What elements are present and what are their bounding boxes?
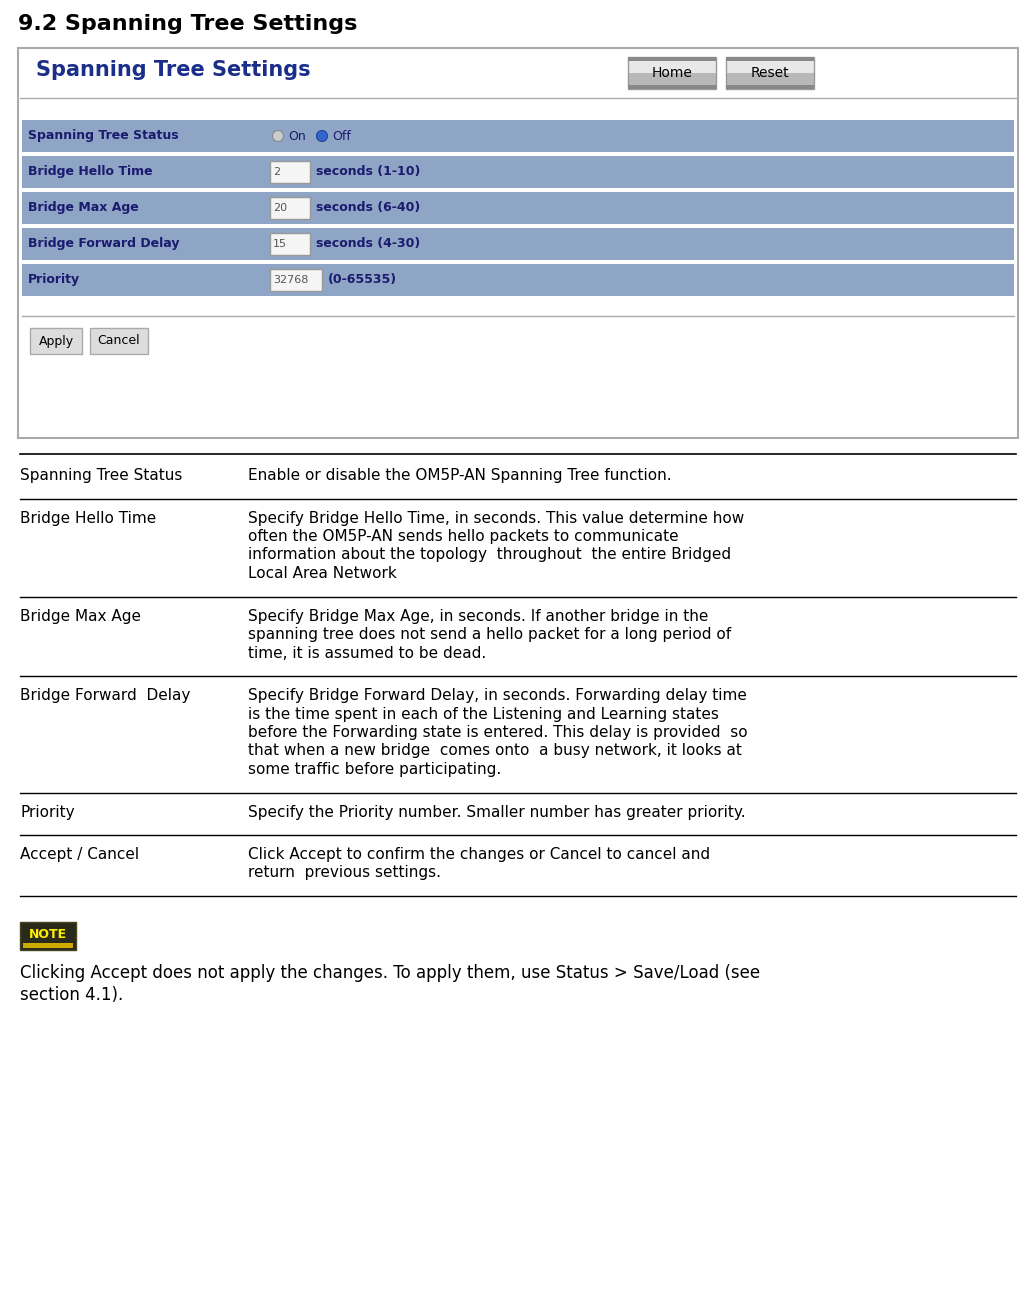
Text: Priority: Priority	[28, 273, 80, 286]
Text: that when a new bridge  comes onto  a busy network, it looks at: that when a new bridge comes onto a busy…	[248, 743, 742, 759]
Bar	[22, 264, 1014, 296]
Text: Spanning Tree Status: Spanning Tree Status	[20, 468, 182, 483]
Text: Cancel: Cancel	[97, 335, 140, 348]
Text: Priority: Priority	[20, 804, 75, 820]
Bar	[628, 58, 716, 73]
Text: Clicking Accept does not apply the changes. To apply them, use Status > Save/Loa: Clicking Accept does not apply the chang…	[20, 964, 760, 982]
Bar	[22, 156, 1014, 188]
Text: seconds (6-40): seconds (6-40)	[316, 201, 421, 215]
Text: Specify the Priority number. Smaller number has greater priority.: Specify the Priority number. Smaller num…	[248, 804, 746, 820]
Bar	[726, 85, 814, 89]
Bar	[270, 269, 322, 290]
Text: often the OM5P-AN sends hello packets to communicate: often the OM5P-AN sends hello packets to…	[248, 528, 679, 544]
Text: Specify Bridge Max Age, in seconds. If another bridge in the: Specify Bridge Max Age, in seconds. If a…	[248, 608, 709, 624]
Bar	[726, 58, 814, 73]
Bar	[270, 161, 310, 183]
Text: Bridge Forward Delay: Bridge Forward Delay	[28, 238, 179, 251]
Text: section 4.1).: section 4.1).	[20, 986, 123, 1005]
Text: On: On	[288, 129, 306, 143]
Text: NOTE: NOTE	[29, 927, 67, 940]
Text: Bridge Hello Time: Bridge Hello Time	[28, 166, 152, 178]
Text: Bridge Hello Time: Bridge Hello Time	[20, 510, 156, 526]
Bar	[22, 228, 1014, 260]
Text: 9.2 Spanning Tree Settings: 9.2 Spanning Tree Settings	[18, 14, 357, 34]
Text: Bridge Max Age: Bridge Max Age	[20, 608, 141, 624]
Text: seconds (1-10): seconds (1-10)	[316, 166, 421, 178]
Text: Click Accept to confirm the changes or Cancel to cancel and: Click Accept to confirm the changes or C…	[248, 848, 710, 862]
Bar	[726, 58, 814, 89]
Bar	[18, 48, 1018, 438]
Text: information about the topology  throughout  the entire Bridged: information about the topology throughou…	[248, 548, 731, 562]
Bar	[30, 328, 82, 354]
Text: time, it is assumed to be dead.: time, it is assumed to be dead.	[248, 646, 486, 661]
Text: Home: Home	[652, 65, 692, 80]
Text: Off: Off	[332, 129, 351, 143]
Bar	[270, 233, 310, 255]
Bar	[90, 328, 148, 354]
Text: Spanning Tree Settings: Spanning Tree Settings	[36, 60, 311, 80]
Text: Specify Bridge Hello Time, in seconds. This value determine how: Specify Bridge Hello Time, in seconds. T…	[248, 510, 744, 526]
Bar	[270, 198, 310, 218]
Text: Spanning Tree Status: Spanning Tree Status	[28, 129, 178, 143]
Bar	[628, 58, 716, 61]
Bar	[23, 943, 73, 948]
Bar	[628, 58, 716, 89]
Text: Local Area Network: Local Area Network	[248, 566, 397, 581]
Text: Apply: Apply	[38, 335, 74, 348]
Text: return  previous settings.: return previous settings.	[248, 866, 441, 880]
Text: Specify Bridge Forward Delay, in seconds. Forwarding delay time: Specify Bridge Forward Delay, in seconds…	[248, 688, 747, 702]
Text: Accept / Cancel: Accept / Cancel	[20, 848, 139, 862]
Circle shape	[317, 131, 327, 141]
Text: Bridge Max Age: Bridge Max Age	[28, 201, 139, 215]
Bar	[22, 192, 1014, 224]
Text: 32768: 32768	[274, 275, 309, 285]
Text: some traffic before participating.: some traffic before participating.	[248, 763, 501, 777]
Text: Enable or disable the OM5P-AN Spanning Tree function.: Enable or disable the OM5P-AN Spanning T…	[248, 468, 671, 483]
Text: 15: 15	[274, 239, 287, 249]
Bar	[22, 120, 1014, 152]
Text: Bridge Forward  Delay: Bridge Forward Delay	[20, 688, 191, 702]
Text: 2: 2	[274, 167, 280, 177]
Bar	[726, 58, 814, 61]
Bar	[20, 922, 76, 950]
Circle shape	[272, 131, 284, 141]
Text: Reset: Reset	[751, 65, 789, 80]
Bar	[726, 73, 814, 89]
Bar	[628, 85, 716, 89]
Bar	[628, 73, 716, 89]
Text: seconds (4-30): seconds (4-30)	[316, 238, 421, 251]
Text: 20: 20	[274, 203, 287, 213]
Text: before the Forwarding state is entered. This delay is provided  so: before the Forwarding state is entered. …	[248, 725, 748, 740]
Text: (0-65535): (0-65535)	[328, 273, 397, 286]
Text: spanning tree does not send a hello packet for a long period of: spanning tree does not send a hello pack…	[248, 627, 731, 642]
Text: is the time spent in each of the Listening and Learning states: is the time spent in each of the Listeni…	[248, 706, 719, 722]
